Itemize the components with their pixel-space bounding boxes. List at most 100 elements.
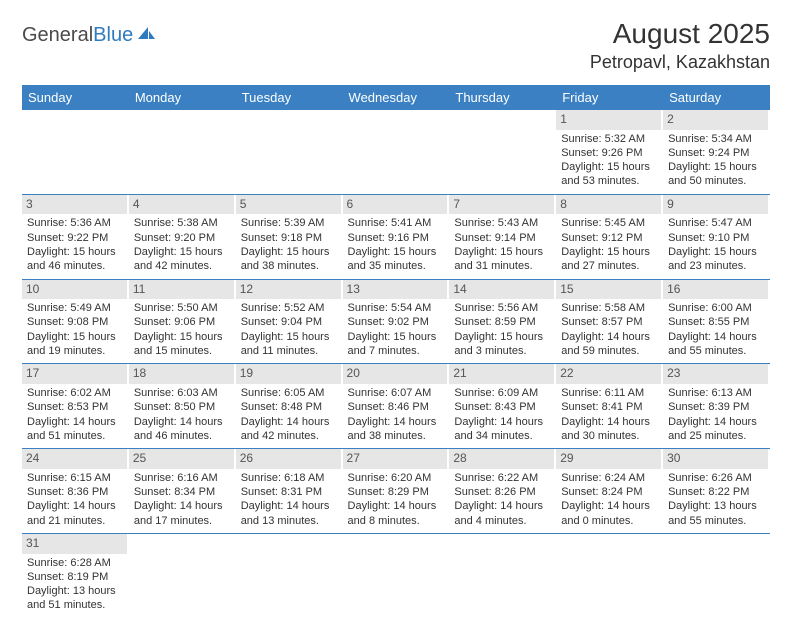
- day-number: 24: [22, 449, 127, 469]
- sun-line: Sunrise: 6:22 AM: [454, 471, 551, 485]
- location: Petropavl, Kazakhstan: [590, 52, 770, 73]
- day-cell: 13Sunrise: 5:54 AMSunset: 9:02 PMDayligh…: [343, 279, 450, 364]
- header: GeneralBlue August 2025 Petropavl, Kazak…: [22, 18, 770, 73]
- day-number: 4: [129, 195, 234, 215]
- day-content: Sunrise: 6:18 AMSunset: 8:31 PMDaylight:…: [241, 471, 338, 528]
- day-content: Sunrise: 5:39 AMSunset: 9:18 PMDaylight:…: [241, 216, 338, 273]
- sun-line: Daylight: 14 hours and 55 minutes.: [668, 330, 765, 359]
- sun-line: Sunset: 8:48 PM: [241, 400, 338, 414]
- day-cell: 20Sunrise: 6:07 AMSunset: 8:46 PMDayligh…: [343, 364, 450, 449]
- day-cell: 23Sunrise: 6:13 AMSunset: 8:39 PMDayligh…: [663, 364, 770, 449]
- sun-line: Sunrise: 6:05 AM: [241, 386, 338, 400]
- day-number: [449, 110, 554, 130]
- week-row: 10Sunrise: 5:49 AMSunset: 9:08 PMDayligh…: [22, 279, 770, 364]
- sun-line: Sunrise: 6:09 AM: [454, 386, 551, 400]
- day-number: 13: [343, 280, 448, 300]
- day-content: Sunrise: 5:32 AMSunset: 9:26 PMDaylight:…: [561, 132, 658, 189]
- day-number: [236, 534, 341, 554]
- col-tuesday: Tuesday: [236, 85, 343, 110]
- day-content: Sunrise: 6:28 AMSunset: 8:19 PMDaylight:…: [27, 556, 124, 613]
- sun-line: Daylight: 14 hours and 46 minutes.: [134, 415, 231, 444]
- day-cell: 1Sunrise: 5:32 AMSunset: 9:26 PMDaylight…: [556, 110, 663, 194]
- day-content: Sunrise: 5:47 AMSunset: 9:10 PMDaylight:…: [668, 216, 765, 273]
- day-number: 3: [22, 195, 127, 215]
- day-cell: 25Sunrise: 6:16 AMSunset: 8:34 PMDayligh…: [129, 449, 236, 534]
- day-cell: 10Sunrise: 5:49 AMSunset: 9:08 PMDayligh…: [22, 279, 129, 364]
- day-cell: [663, 533, 770, 617]
- day-number: 2: [663, 110, 768, 130]
- sun-line: Daylight: 15 hours and 3 minutes.: [454, 330, 551, 359]
- day-cell: 12Sunrise: 5:52 AMSunset: 9:04 PMDayligh…: [236, 279, 343, 364]
- sun-line: Sunrise: 6:03 AM: [134, 386, 231, 400]
- day-cell: 31Sunrise: 6:28 AMSunset: 8:19 PMDayligh…: [22, 533, 129, 617]
- sun-line: Sunset: 8:39 PM: [668, 400, 765, 414]
- day-cell: 28Sunrise: 6:22 AMSunset: 8:26 PMDayligh…: [449, 449, 556, 534]
- sun-line: Sunrise: 5:32 AM: [561, 132, 658, 146]
- day-cell: 9Sunrise: 5:47 AMSunset: 9:10 PMDaylight…: [663, 194, 770, 279]
- day-number: 27: [343, 449, 448, 469]
- day-content: Sunrise: 6:09 AMSunset: 8:43 PMDaylight:…: [454, 386, 551, 443]
- day-cell: 26Sunrise: 6:18 AMSunset: 8:31 PMDayligh…: [236, 449, 343, 534]
- day-cell: 19Sunrise: 6:05 AMSunset: 8:48 PMDayligh…: [236, 364, 343, 449]
- sun-line: Sunrise: 6:02 AM: [27, 386, 124, 400]
- day-content: Sunrise: 6:11 AMSunset: 8:41 PMDaylight:…: [561, 386, 658, 443]
- day-content: Sunrise: 6:03 AMSunset: 8:50 PMDaylight:…: [134, 386, 231, 443]
- day-cell: [22, 110, 129, 194]
- sun-line: Sunrise: 6:00 AM: [668, 301, 765, 315]
- day-cell: 6Sunrise: 5:41 AMSunset: 9:16 PMDaylight…: [343, 194, 450, 279]
- sun-line: Daylight: 14 hours and 34 minutes.: [454, 415, 551, 444]
- sun-line: Sunset: 9:08 PM: [27, 315, 124, 329]
- col-thursday: Thursday: [449, 85, 556, 110]
- sun-line: Daylight: 14 hours and 30 minutes.: [561, 415, 658, 444]
- day-content: Sunrise: 5:56 AMSunset: 8:59 PMDaylight:…: [454, 301, 551, 358]
- sun-line: Daylight: 15 hours and 38 minutes.: [241, 245, 338, 274]
- sun-line: Daylight: 14 hours and 13 minutes.: [241, 499, 338, 528]
- day-number: 17: [22, 364, 127, 384]
- col-monday: Monday: [129, 85, 236, 110]
- day-number: 14: [449, 280, 554, 300]
- sun-line: Sunset: 8:24 PM: [561, 485, 658, 499]
- day-number: 6: [343, 195, 448, 215]
- sun-line: Daylight: 15 hours and 7 minutes.: [348, 330, 445, 359]
- day-cell: [449, 533, 556, 617]
- sun-line: Sunset: 8:53 PM: [27, 400, 124, 414]
- sun-line: Sunrise: 6:11 AM: [561, 386, 658, 400]
- sun-line: Sunrise: 5:54 AM: [348, 301, 445, 315]
- day-number: 22: [556, 364, 661, 384]
- sun-line: Sunset: 8:46 PM: [348, 400, 445, 414]
- day-content: Sunrise: 6:05 AMSunset: 8:48 PMDaylight:…: [241, 386, 338, 443]
- day-number: 12: [236, 280, 341, 300]
- logo-text-dark: General: [22, 24, 93, 47]
- day-number: 1: [556, 110, 661, 130]
- sun-line: Sunset: 9:16 PM: [348, 231, 445, 245]
- sun-line: Sunset: 9:12 PM: [561, 231, 658, 245]
- day-cell: 22Sunrise: 6:11 AMSunset: 8:41 PMDayligh…: [556, 364, 663, 449]
- day-number: 18: [129, 364, 234, 384]
- sun-line: Sunset: 8:50 PM: [134, 400, 231, 414]
- day-cell: 18Sunrise: 6:03 AMSunset: 8:50 PMDayligh…: [129, 364, 236, 449]
- sun-line: Daylight: 14 hours and 4 minutes.: [454, 499, 551, 528]
- sun-line: Sunset: 9:22 PM: [27, 231, 124, 245]
- day-number: 21: [449, 364, 554, 384]
- day-cell: 15Sunrise: 5:58 AMSunset: 8:57 PMDayligh…: [556, 279, 663, 364]
- sun-line: Sunset: 8:55 PM: [668, 315, 765, 329]
- col-sunday: Sunday: [22, 85, 129, 110]
- day-content: Sunrise: 5:52 AMSunset: 9:04 PMDaylight:…: [241, 301, 338, 358]
- day-content: Sunrise: 6:20 AMSunset: 8:29 PMDaylight:…: [348, 471, 445, 528]
- sun-line: Sunrise: 5:45 AM: [561, 216, 658, 230]
- sun-line: Daylight: 14 hours and 38 minutes.: [348, 415, 445, 444]
- day-content: Sunrise: 5:58 AMSunset: 8:57 PMDaylight:…: [561, 301, 658, 358]
- day-number: 5: [236, 195, 341, 215]
- day-cell: 2Sunrise: 5:34 AMSunset: 9:24 PMDaylight…: [663, 110, 770, 194]
- sun-line: Sunset: 9:04 PM: [241, 315, 338, 329]
- sun-line: Sunset: 8:41 PM: [561, 400, 658, 414]
- sun-line: Daylight: 13 hours and 51 minutes.: [27, 584, 124, 613]
- sun-line: Sunrise: 5:56 AM: [454, 301, 551, 315]
- day-content: Sunrise: 6:13 AMSunset: 8:39 PMDaylight:…: [668, 386, 765, 443]
- day-cell: 24Sunrise: 6:15 AMSunset: 8:36 PMDayligh…: [22, 449, 129, 534]
- day-cell: 3Sunrise: 5:36 AMSunset: 9:22 PMDaylight…: [22, 194, 129, 279]
- sun-line: Sunset: 8:36 PM: [27, 485, 124, 499]
- day-number: 25: [129, 449, 234, 469]
- sun-line: Daylight: 14 hours and 42 minutes.: [241, 415, 338, 444]
- sun-line: Daylight: 15 hours and 50 minutes.: [668, 160, 765, 189]
